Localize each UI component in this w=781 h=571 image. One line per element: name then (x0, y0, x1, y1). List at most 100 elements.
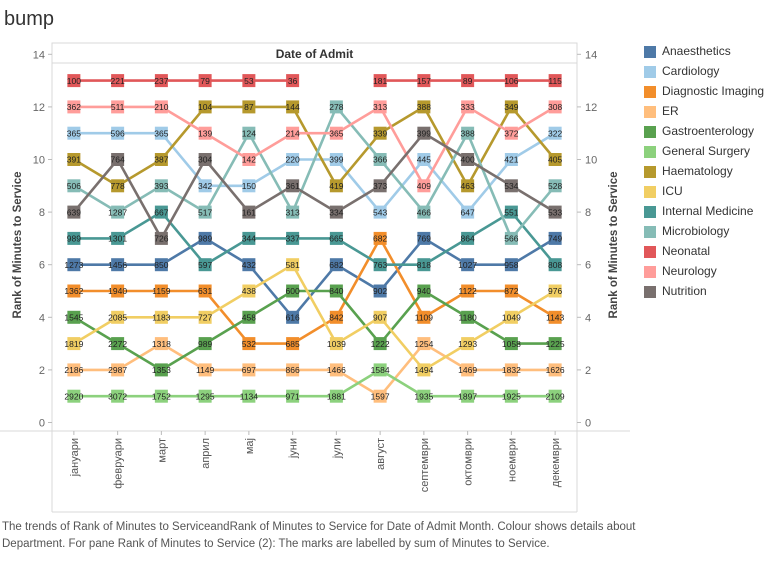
series-mark (154, 337, 168, 351)
data-label: 639 (67, 207, 81, 217)
data-label: 1494 (414, 365, 433, 375)
series-mark (329, 363, 343, 377)
series-mark (417, 337, 431, 351)
data-label: 528 (548, 181, 562, 191)
data-label: 157 (417, 76, 431, 86)
series-mark (154, 153, 168, 166)
data-label: 399 (329, 155, 343, 165)
data-label: 907 (373, 313, 387, 323)
series-mark (286, 284, 300, 298)
series-mark (548, 258, 562, 272)
series-mark (548, 74, 562, 88)
series-mark (242, 126, 256, 140)
y-tick-label: 0 (39, 418, 45, 430)
series-mark (504, 363, 518, 377)
data-label: 322 (548, 128, 562, 138)
series-mark (154, 231, 168, 245)
legend-swatch (644, 246, 656, 258)
data-label: 1466 (327, 365, 346, 375)
data-label: 2920 (64, 391, 83, 401)
data-label: 842 (329, 313, 343, 323)
data-label: 778 (111, 181, 125, 191)
data-label: 1935 (414, 391, 433, 401)
series-mark (67, 74, 81, 88)
series-mark (286, 126, 300, 140)
series-line (73, 368, 556, 398)
legend-label: Diagnostic Imaging (662, 84, 765, 98)
data-label: 221 (111, 76, 125, 86)
series-mark (242, 179, 256, 193)
series-mark (242, 389, 256, 403)
data-label: 533 (548, 207, 562, 217)
series-mark (67, 337, 81, 351)
data-label: 466 (417, 207, 431, 217)
series-mark (286, 310, 300, 324)
series-mark (461, 284, 475, 298)
series-mark (373, 258, 387, 272)
series-mark (329, 389, 343, 403)
series-mark (373, 231, 387, 245)
series-mark (67, 100, 81, 114)
series-mark (417, 205, 431, 219)
data-label: 2987 (108, 365, 127, 375)
series-line (73, 342, 556, 398)
series-mark (548, 363, 562, 377)
data-label: 1469 (458, 365, 477, 375)
legend-swatch (644, 266, 656, 278)
data-label: 365 (154, 128, 168, 138)
data-label: 1897 (458, 391, 477, 401)
data-label: 1287 (108, 207, 127, 217)
y2-tick-label: 12 (585, 102, 597, 114)
series-mark (329, 337, 343, 351)
series-mark (373, 284, 387, 298)
data-label: 342 (198, 181, 212, 191)
data-label: 866 (286, 365, 300, 375)
y-tick-label: 14 (33, 49, 45, 61)
series-mark (67, 231, 81, 245)
series-mark (417, 179, 431, 193)
series-mark (461, 231, 475, 245)
y-tick-label: 2 (39, 365, 45, 377)
data-label: 1353 (152, 365, 171, 375)
series-mark (548, 153, 562, 166)
data-label: 1819 (64, 339, 83, 349)
data-label: 1225 (546, 339, 565, 349)
series-mark (329, 126, 343, 140)
series-mark (461, 126, 475, 140)
data-label: 106 (504, 76, 518, 86)
y-tick-label: 10 (33, 155, 45, 167)
series-mark (417, 284, 431, 298)
series-mark (67, 205, 81, 219)
series-mark (373, 205, 387, 219)
y-tick-label: 4 (39, 312, 45, 324)
data-label: 361 (286, 181, 300, 191)
series-mark (417, 310, 431, 324)
data-label: 388 (417, 102, 431, 112)
series-mark (461, 337, 475, 351)
data-label: 150 (242, 181, 256, 191)
y2-tick-label: 8 (585, 207, 591, 219)
legend-swatch (644, 186, 656, 198)
data-label: 1456 (108, 260, 127, 270)
series-mark (461, 74, 475, 88)
data-label: 53 (244, 76, 254, 86)
series-mark (504, 310, 518, 324)
data-label: 432 (242, 260, 256, 270)
data-label: 1109 (415, 313, 434, 323)
data-label: 727 (198, 313, 212, 323)
series-mark (111, 284, 125, 298)
data-label: 2109 (546, 391, 565, 401)
data-label: 600 (286, 286, 300, 296)
data-label: 373 (373, 181, 387, 191)
series-mark (286, 389, 300, 403)
data-label: 1159 (152, 286, 171, 296)
series-line (73, 263, 556, 372)
data-label: 372 (504, 128, 518, 138)
y-tick-label: 12 (33, 102, 45, 114)
legend-label: Cardiology (662, 64, 720, 78)
series-marks: 1273 1456 850 989 432 616 682 902 769 1027 958 749 3… (64, 74, 565, 403)
x-tick-label: декември (550, 438, 562, 487)
legend-swatch (644, 286, 656, 298)
chart-frame: Date of Admit (0, 42, 630, 513)
legend-label: Microbiology (662, 224, 730, 238)
